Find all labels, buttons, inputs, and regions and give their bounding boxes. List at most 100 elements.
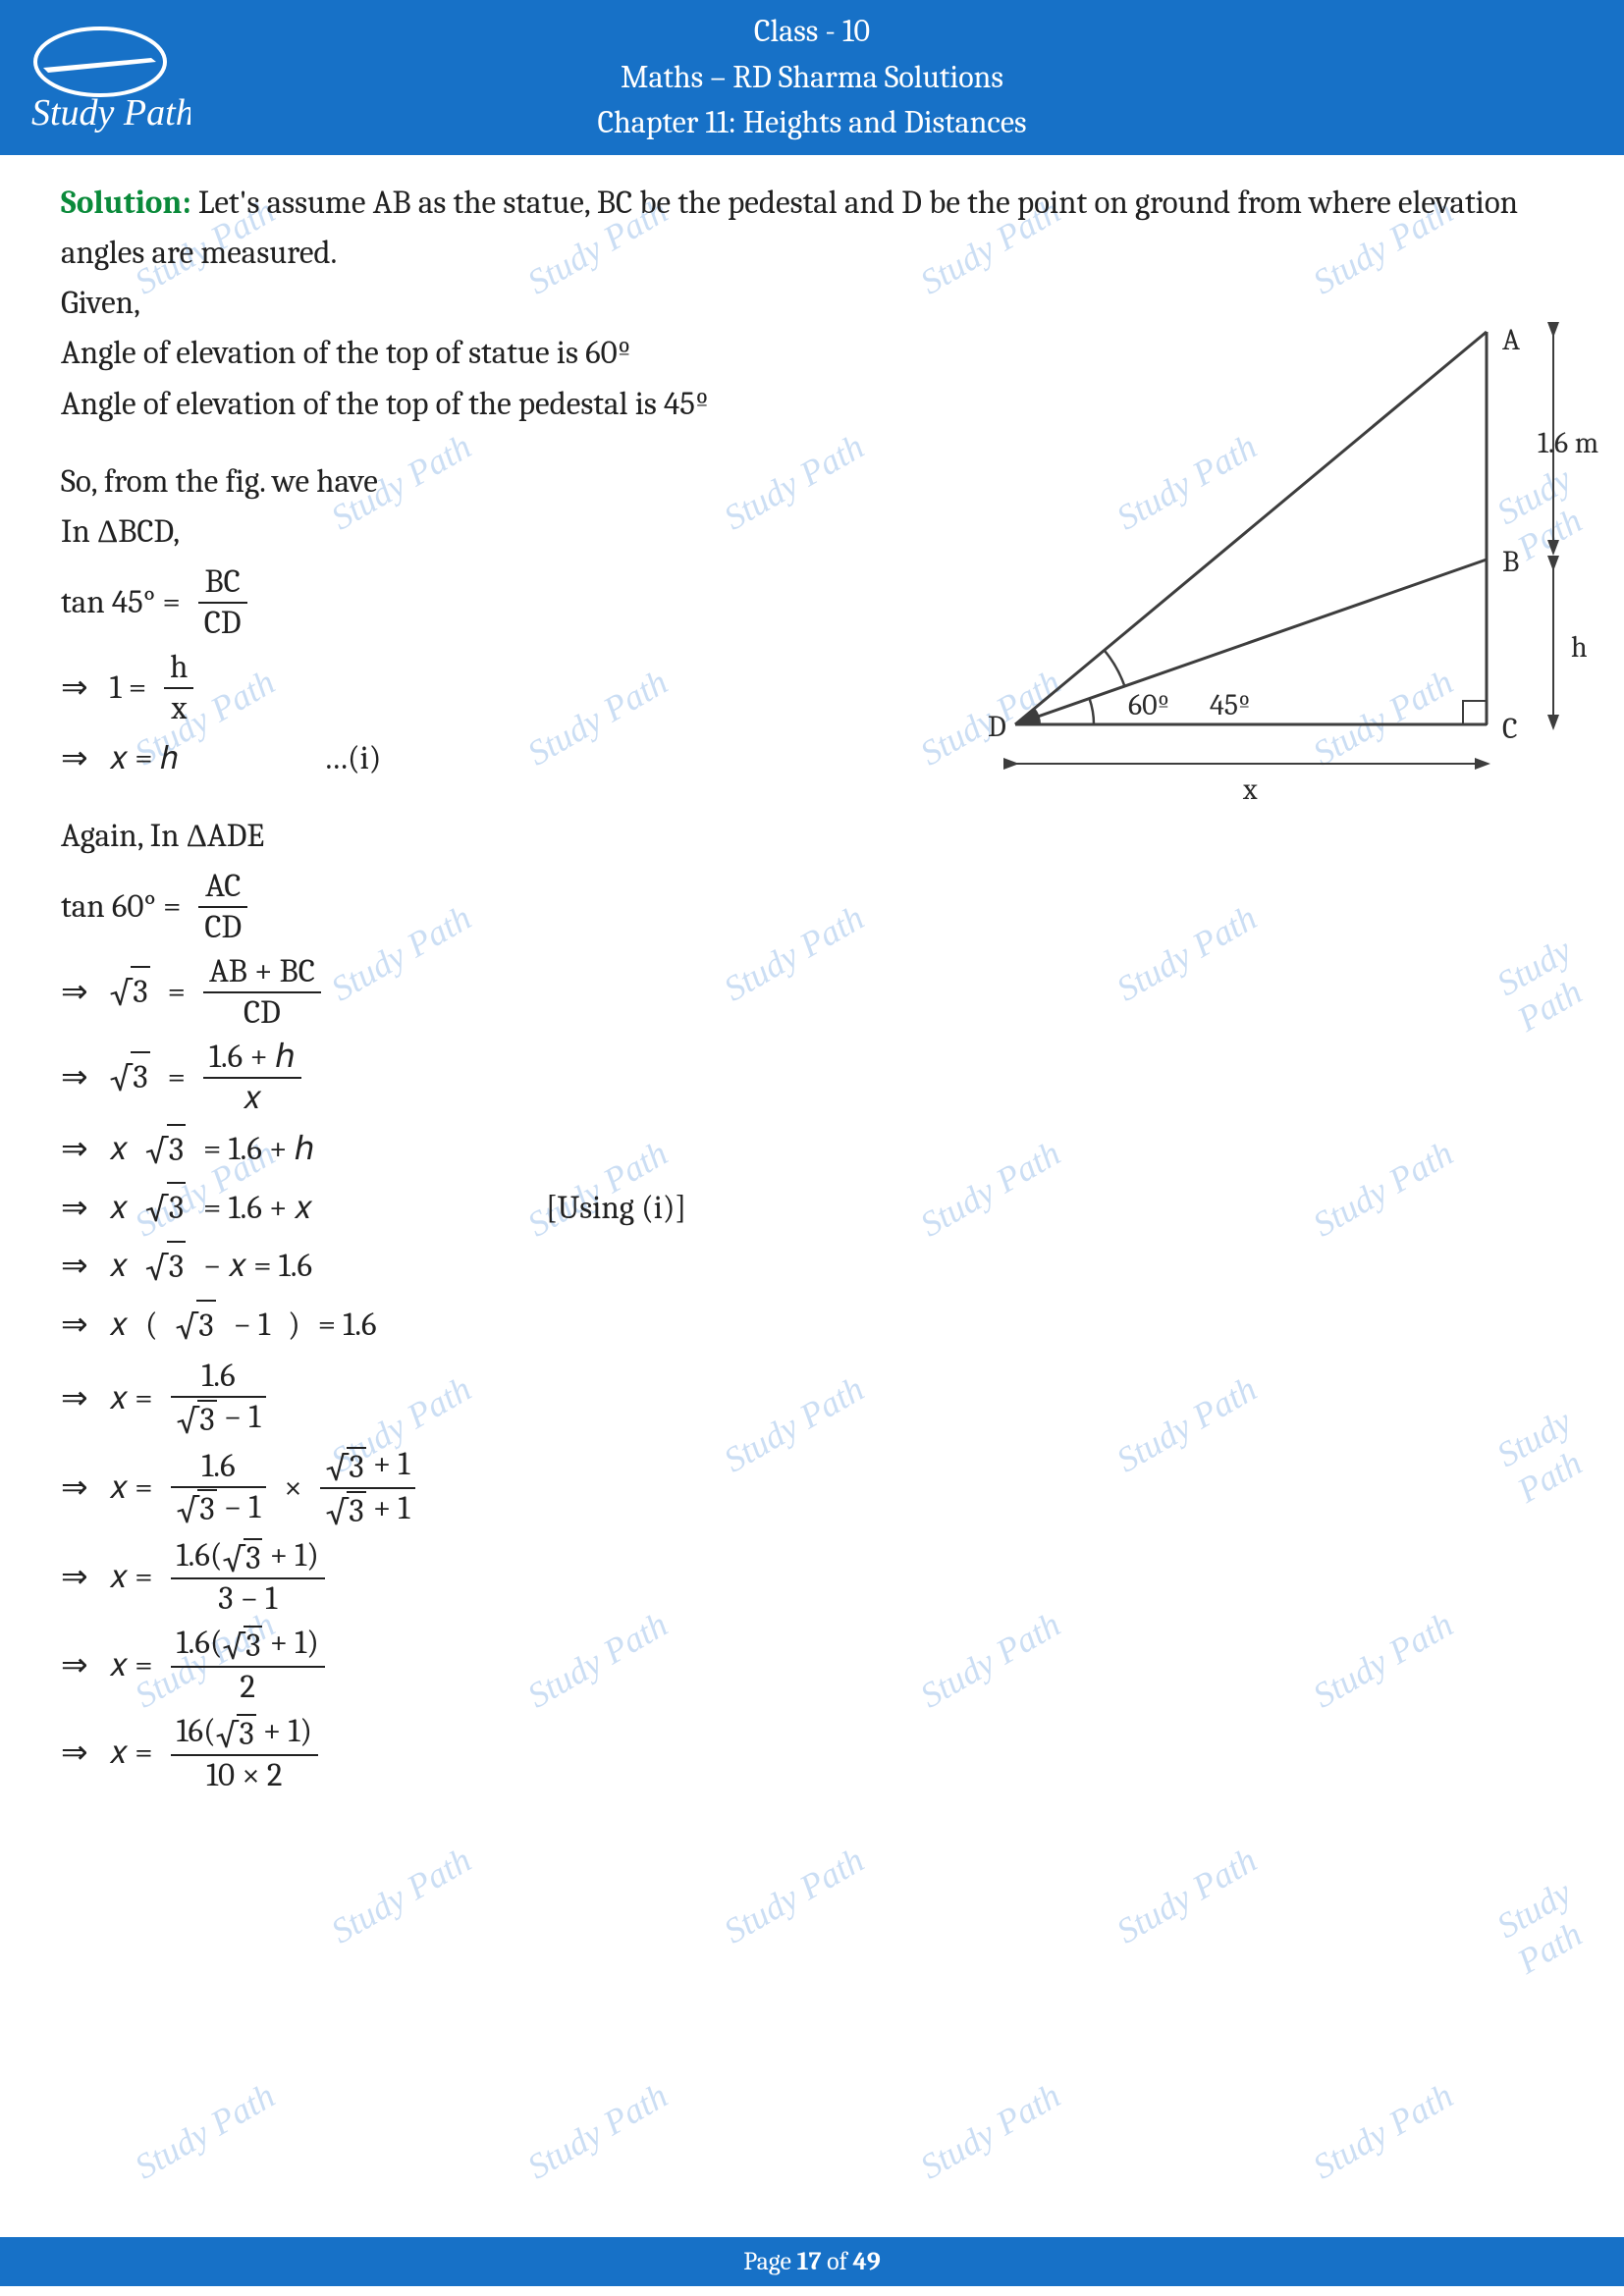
frac-num: 1.6 — [171, 1358, 267, 1398]
sqrt-arg: 3 — [347, 1447, 365, 1487]
frac-num: 1.6(3 + 1) — [171, 1537, 325, 1580]
frac-num: 3 + 1 — [320, 1446, 416, 1489]
footer-total: 49 — [852, 2247, 880, 2276]
frac-3: 1.6(3 + 1) 3 − 1 — [171, 1537, 325, 1620]
solution-intro: Solution: Let's assume AB as the statue,… — [61, 179, 1563, 279]
footer-mid: of — [821, 2247, 852, 2276]
implies-icon: ⇒ — [61, 1125, 88, 1175]
frac-den: 3 + 1 — [320, 1489, 416, 1531]
frac-den: CD — [198, 908, 247, 947]
frac-bc-cd: BC CD — [198, 563, 247, 643]
frac-num: AC — [198, 868, 247, 908]
sqrt3: 3 — [145, 1124, 186, 1177]
svg-text:1.6 m: 1.6 m — [1538, 426, 1598, 460]
implies-icon: ⇒ — [61, 1374, 88, 1424]
svg-text:h: h — [1571, 630, 1588, 665]
x-eq: 𝑥 = — [110, 1464, 153, 1514]
sqrt-arg: 3 — [167, 1182, 186, 1235]
sqrt3: 3 — [145, 1241, 186, 1294]
plus1: + 1 — [366, 1446, 410, 1483]
watermark-text: Study Path — [717, 1840, 871, 1952]
eq-x-frac2: ⇒ 𝑥 = 1.6 3 − 1 × 3 + 1 3 + 1 — [61, 1446, 1563, 1531]
rhs: − 𝑥 = 1.6 — [203, 1242, 312, 1292]
x-eq: 𝑥 = — [110, 1729, 153, 1779]
implies-icon: ⇒ — [61, 1301, 88, 1351]
sqrt-arg: 3 — [237, 1714, 255, 1754]
implies-icon: ⇒ — [61, 1242, 88, 1292]
chapter-line: Chapter 11: Heights and Distances — [24, 100, 1600, 145]
minus1: − 1 — [217, 1399, 261, 1436]
sqrt-arg: 3 — [131, 966, 149, 1019]
in-ade: Again, In ΔADE — [61, 812, 1563, 862]
x-eq: 𝑥 = — [110, 1374, 153, 1424]
frac-num: h — [164, 649, 193, 689]
subject-line: Maths – RD Sharma Solutions — [24, 55, 1600, 100]
frac-ac-cd: AC CD — [198, 868, 247, 947]
eq-xsqrt-1: ⇒ 𝑥3 = 1.6 + ℎ — [61, 1124, 1563, 1177]
sqrt-arg: 3 — [347, 1491, 365, 1531]
eq-sqrt3-abbc: ⇒ 3 = AB + BC CD — [61, 953, 1563, 1033]
eq-xsqrt-2: ⇒ 𝑥3 = 1.6 + 𝑥 [Using (i)] — [61, 1182, 1563, 1235]
minus1: − 1 — [234, 1301, 271, 1351]
x: 𝑥 — [110, 1125, 128, 1175]
sqrt3: 3 — [110, 1051, 150, 1104]
eq-tan60: tan 60° = AC CD — [61, 868, 1563, 947]
sqrt3: 3 — [176, 1300, 216, 1353]
frac-num: 16(3 + 1) — [171, 1713, 318, 1756]
frac-2b: 3 + 1 3 + 1 — [320, 1446, 416, 1531]
x-eq: 𝑥 = — [110, 1553, 153, 1603]
sqrt-arg: 3 — [131, 1051, 149, 1104]
frac-5: 16(3 + 1) 10 × 2 — [171, 1713, 318, 1795]
plus1: + 1 — [262, 1625, 306, 1662]
sqrt-arg: 3 — [196, 1300, 215, 1353]
paren-close: ) — [288, 1301, 300, 1351]
frac-den: 𝑥 — [203, 1079, 301, 1118]
po: ( — [210, 1625, 223, 1662]
page-footer: Page 17 of 49 — [0, 2237, 1624, 2286]
page-content: Solution: Let's assume AB as the statue,… — [0, 155, 1624, 1795]
watermark-text: Study Path — [1306, 2075, 1460, 2188]
frac-2a: 1.6 3 − 1 — [171, 1448, 267, 1530]
svg-text:60º: 60º — [1128, 688, 1169, 722]
eq-x-frac4: ⇒ 𝑥 = 1.6(3 + 1) 2 — [61, 1625, 1563, 1707]
frac-abbc-cd: AB + BC CD — [203, 953, 321, 1033]
triangle-diagram: 60º45ºDCBAxh1.6 m — [976, 322, 1624, 813]
frac-den: 3 − 1 — [171, 1579, 325, 1619]
solution-label: Solution: — [61, 185, 191, 222]
frac-num: BC — [198, 563, 247, 604]
rhs: = 1.6 — [318, 1301, 377, 1351]
svg-text:B: B — [1502, 545, 1519, 579]
plus1: + 1 — [262, 1537, 306, 1575]
header-titles: Class - 10 Maths – RD Sharma Solutions C… — [24, 9, 1600, 145]
svg-text:x: x — [1242, 773, 1258, 807]
svg-text:D: D — [988, 710, 1006, 744]
rhs: = 1.6 + 𝑥 — [203, 1184, 312, 1234]
frac-den: CD — [198, 604, 247, 643]
eq-tan60-lhs: tan 60° = — [61, 882, 181, 933]
frac-num: 1.6(3 + 1) — [171, 1625, 325, 1668]
frac-16h-x: 1.6 + ℎ 𝑥 — [203, 1039, 301, 1118]
v: 1.6 — [177, 1537, 210, 1575]
frac-4: 1.6(3 + 1) 2 — [171, 1625, 325, 1707]
pc: ) — [306, 1537, 319, 1575]
sqrt-arg: 3 — [167, 1124, 186, 1177]
frac-den: x — [164, 689, 193, 728]
x: 𝑥 — [110, 1301, 128, 1351]
times: × — [284, 1464, 301, 1514]
frac-1: 1.6 3 − 1 — [171, 1358, 267, 1440]
watermark-text: Study Path — [1110, 1840, 1264, 1952]
eq-i-marker: …(i) — [323, 734, 381, 784]
minus1: − 1 — [217, 1489, 261, 1526]
x-eq-h: 𝑥 = ℎ — [110, 734, 179, 784]
v: 16 — [177, 1713, 203, 1750]
watermark-text: Study Path — [324, 1840, 478, 1952]
watermark-text: Study Path — [913, 2075, 1067, 2188]
equals: = — [168, 968, 186, 1018]
implies-icon: ⇒ — [61, 664, 88, 714]
eq-sqrt3-16h: ⇒ 3 = 1.6 + ℎ 𝑥 — [61, 1039, 1563, 1118]
page-header: Study Path Class - 10 Maths – RD Sharma … — [0, 0, 1624, 155]
using-i: [Using (i)] — [546, 1184, 686, 1234]
x: 𝑥 — [110, 1184, 128, 1234]
implies-icon: ⇒ — [61, 1729, 88, 1779]
footer-prefix: Page — [743, 2247, 796, 2276]
